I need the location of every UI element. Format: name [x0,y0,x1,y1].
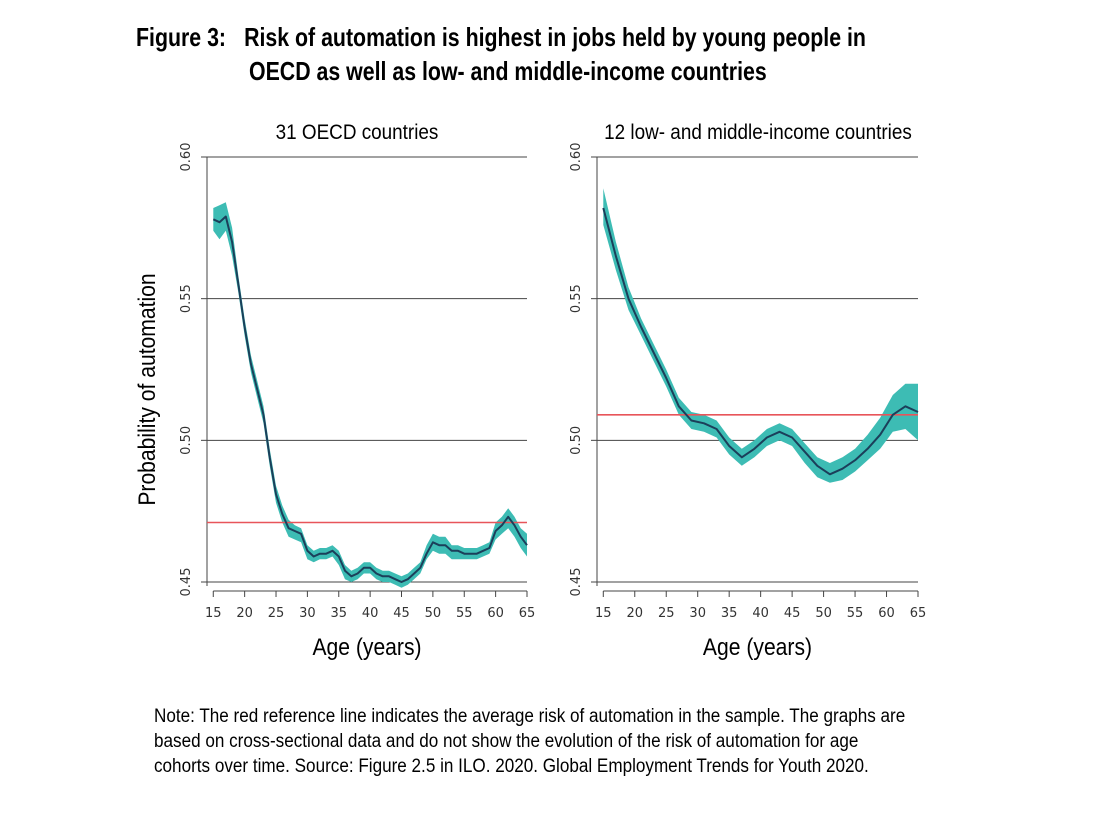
x-tick-label: 20 [236,606,253,621]
y-tick-label: 0.45 [179,568,194,597]
y-tick-label: 0.50 [569,426,584,455]
x-tick-label: 55 [847,606,864,621]
x-tick-label: 30 [689,606,706,621]
estimate-line [212,215,528,583]
panel-title: 12 low- and middle-income countries [604,121,912,144]
note-line-3: cohorts over time. Source: Figure 2.5 in… [154,756,869,777]
y-tick-label: 0.55 [569,284,584,313]
figure-label: Figure 3: [136,22,227,52]
note-line-1: Note: The red reference line indicates t… [154,706,906,727]
y-axis-label: Probability of automation [134,273,161,505]
figure-note: Note: The red reference line indicates t… [154,704,937,779]
x-tick-label: 45 [393,606,410,621]
chart-panel-1: 0.45 0.50 0.55 0.60 15 20 25 30 35 40 45 50 55 60 65 31… [134,121,536,660]
y-tick-label: 0.50 [179,426,194,455]
x-tick-label: 15 [205,606,222,621]
x-tick-label: 65 [519,606,536,621]
y-tick-label: 0.45 [569,568,584,597]
x-tick-label: 55 [456,606,473,621]
x-tick-label: 45 [784,606,801,621]
estimate-line [602,207,919,476]
y-tick-label: 0.60 [569,143,584,172]
x-tick-label: 60 [878,606,895,621]
confidence-band [603,188,918,483]
x-tick-label: 20 [626,606,643,621]
x-tick-label: 50 [815,606,832,621]
x-tick-label: 40 [752,606,769,621]
x-tick-label: 65 [910,606,927,621]
x-tick-label: 30 [299,606,316,621]
x-axis-label: Age (years) [703,634,812,661]
x-tick-label: 15 [595,606,612,621]
y-tick-label: 0.55 [179,284,194,313]
x-tick-label: 60 [487,606,504,621]
confidence-band [213,202,528,588]
x-tick-label: 50 [425,606,442,621]
note-line-2: based on cross-sectional data and do not… [154,731,859,752]
x-axis-label: Age (years) [312,634,421,661]
chart-panel-2: 0.45 0.50 0.55 0.60 15 20 25 30 35 40 45 50 55 60 65 12… [569,121,926,660]
x-tick-label: 35 [721,606,738,621]
panel-title: 31 OECD countries [276,121,439,144]
y-tick-label: 0.60 [179,143,194,172]
x-tick-label: 35 [330,606,347,621]
figure-title-line2: OECD as well as low- and middle-income c… [249,56,767,86]
figure-title-line1: Risk of automation is highest in jobs he… [244,22,866,52]
charts-area: 0.45 0.50 0.55 0.60 15 20 25 30 35 40 45 50 55 60 65 31… [134,121,927,660]
x-tick-label: 25 [658,606,675,621]
x-tick-label: 25 [268,606,285,621]
x-tick-label: 40 [362,606,379,621]
